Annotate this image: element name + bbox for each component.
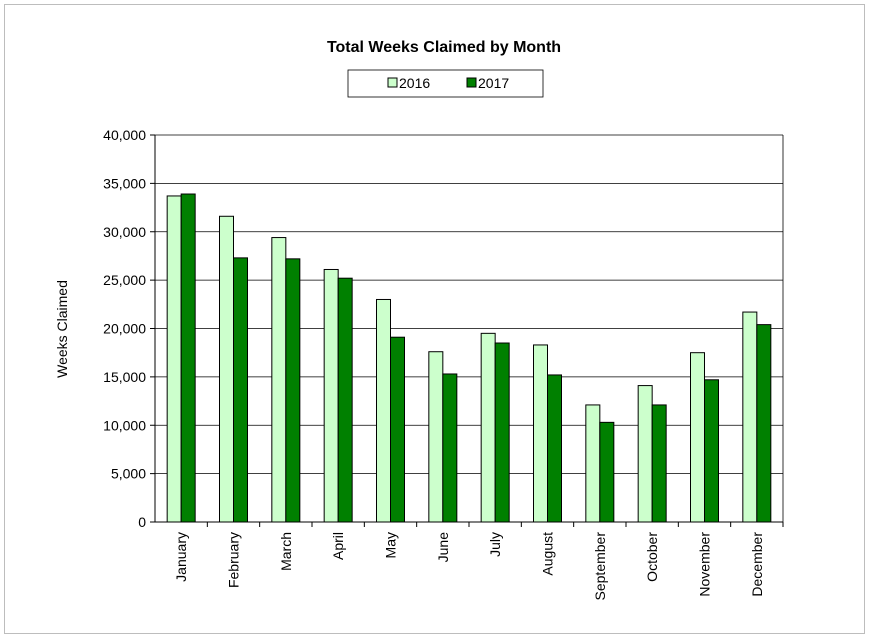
x-tick-label: July bbox=[487, 532, 503, 557]
bar-2017-june bbox=[442, 373, 458, 523]
bar-2016-june bbox=[428, 351, 444, 523]
y-tick-label: 10,000 bbox=[103, 417, 146, 433]
gridlines bbox=[155, 134, 783, 475]
axes bbox=[150, 134, 784, 527]
bar-2016-may bbox=[376, 298, 391, 523]
bar-2016-march bbox=[271, 237, 287, 523]
bar-2016-january bbox=[166, 195, 182, 523]
x-tick-label: April bbox=[330, 532, 346, 560]
y-tick-label: 5,000 bbox=[111, 466, 146, 482]
y-tick-label: 25,000 bbox=[103, 272, 146, 288]
legend-swatch-2016 bbox=[387, 77, 398, 88]
x-tick-label: February bbox=[226, 532, 242, 588]
bar-2016-september bbox=[585, 404, 601, 523]
bar-2016-august bbox=[533, 344, 548, 523]
x-tick-label: March bbox=[278, 532, 294, 571]
bar-2017-december bbox=[756, 324, 772, 523]
y-tick-label: 40,000 bbox=[103, 127, 146, 143]
chart-frame bbox=[4, 4, 865, 634]
y-tick-labels: 0 5,000 10,000 15,000 20,000 25,000 30,000 35,0… bbox=[103, 127, 146, 530]
legend: 2016 2017 bbox=[347, 69, 544, 98]
bar-2017-october bbox=[651, 404, 667, 523]
legend-box bbox=[347, 69, 544, 98]
bar-2017-november bbox=[704, 379, 719, 523]
bar-2016-april bbox=[323, 268, 339, 523]
bars bbox=[166, 193, 772, 523]
x-tick-label: November bbox=[697, 532, 713, 597]
y-tick-label: 30,000 bbox=[103, 224, 146, 240]
chart-title: Total Weeks Claimed by Month bbox=[327, 39, 561, 56]
x-tick-label: October bbox=[644, 532, 660, 582]
x-tick-label: January bbox=[173, 532, 189, 582]
y-axis-label: Weeks Claimed bbox=[54, 280, 70, 378]
y-tick-label: 15,000 bbox=[103, 369, 146, 385]
legend-swatch-2017 bbox=[466, 77, 477, 88]
bar-2017-july bbox=[494, 342, 510, 523]
x-tick-label: June bbox=[435, 532, 451, 563]
bar-2016-november bbox=[690, 352, 705, 523]
legend-label-2016: 2016 bbox=[399, 75, 430, 91]
x-tick-label: September bbox=[592, 532, 608, 601]
legend-label-2017: 2017 bbox=[478, 75, 509, 91]
bar-2017-january bbox=[180, 193, 196, 523]
x-tick-labels: January February March April May June July Augu… bbox=[173, 532, 765, 601]
bar-2017-february bbox=[233, 257, 248, 523]
x-tick-label: August bbox=[540, 532, 556, 576]
bar-2016-december bbox=[742, 311, 758, 523]
y-tick-label: 35,000 bbox=[103, 175, 146, 191]
bar-2017-march bbox=[285, 258, 301, 523]
bar-2016-february bbox=[219, 215, 234, 523]
x-tick-label: December bbox=[749, 532, 765, 597]
bar-2017-may bbox=[390, 336, 405, 523]
bar-2017-april bbox=[337, 277, 353, 523]
y-tick-label: 0 bbox=[138, 514, 146, 530]
bar-2016-july bbox=[480, 332, 496, 523]
bar-2016-october bbox=[637, 385, 653, 523]
bar-2017-september bbox=[599, 421, 615, 523]
x-tick-label: May bbox=[383, 532, 399, 558]
y-tick-label: 20,000 bbox=[103, 321, 146, 337]
bar-2017-august bbox=[547, 374, 562, 523]
